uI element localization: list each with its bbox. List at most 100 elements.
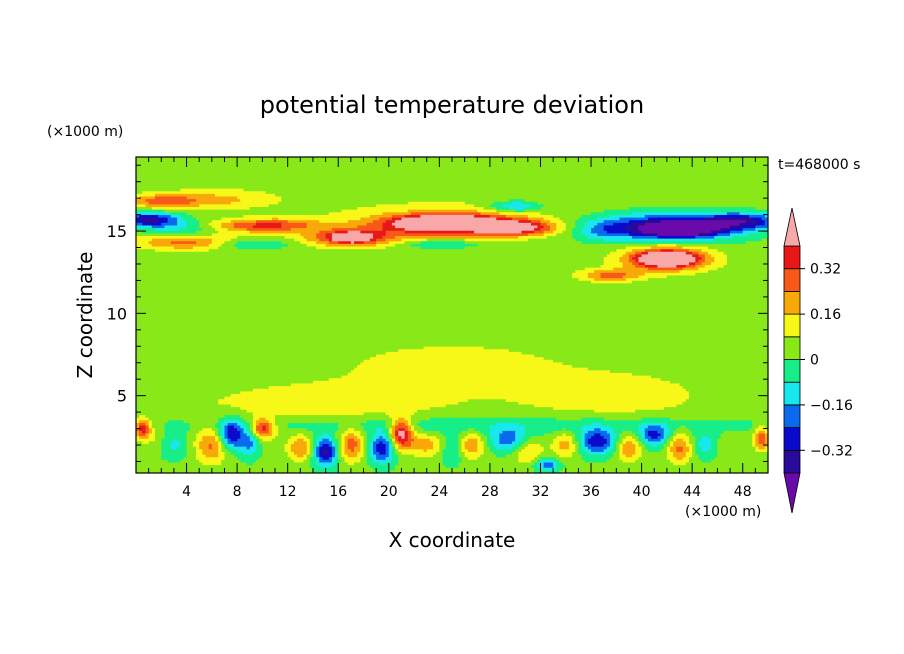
- contour-cell: [186, 451, 197, 456]
- contour-cell: [758, 446, 766, 450]
- contour-cell: [136, 230, 143, 234]
- contour-cell: [215, 430, 219, 435]
- contour-cell: [136, 333, 768, 337]
- contour-cell: [148, 201, 191, 205]
- contour-cell: [183, 217, 197, 221]
- contour-cell: [136, 428, 140, 432]
- contour-cell: [398, 441, 403, 445]
- contour-cell: [379, 441, 384, 445]
- contour-cell: [316, 438, 324, 442]
- contour-cell: [331, 451, 336, 456]
- contour-cell: [385, 425, 393, 429]
- contour-cell: [388, 441, 393, 445]
- contour-cell: [610, 457, 621, 461]
- contour-cell: [388, 436, 393, 440]
- contour-cell: [341, 433, 349, 437]
- contour-cell: [685, 425, 753, 429]
- contour-cell: [344, 438, 349, 442]
- contour-cell: [641, 436, 646, 440]
- contour-cell: [186, 438, 197, 442]
- contour-cell: [496, 207, 510, 211]
- contour-cell: [619, 259, 630, 263]
- contour-cell: [464, 436, 482, 440]
- contour-cell: [603, 225, 627, 229]
- contour-cell: [328, 241, 339, 245]
- contour-cell: [335, 444, 339, 448]
- contour-cell: [312, 444, 317, 448]
- contour-cell: [474, 214, 491, 219]
- contour-cell: [309, 449, 314, 453]
- contour-cell: [265, 425, 270, 429]
- contour-cell: [136, 312, 768, 316]
- contour-cell: [698, 267, 719, 271]
- contour-cell: [622, 264, 636, 269]
- contour-cell: [136, 436, 140, 440]
- contour-cell: [388, 433, 393, 437]
- contour-cell: [136, 430, 140, 435]
- contour-cell: [704, 254, 712, 258]
- contour-cell: [474, 204, 491, 208]
- contour-cell: [252, 422, 257, 427]
- contour-cell: [597, 217, 621, 221]
- contour-cell: [376, 243, 396, 248]
- contour-cell: [151, 420, 169, 424]
- contour-cell: [240, 436, 251, 440]
- contour-cell: [369, 465, 396, 469]
- contour-cell: [230, 438, 238, 442]
- contour-cell: [275, 422, 289, 427]
- contour-cell: [357, 441, 361, 445]
- contour-cell: [139, 214, 159, 219]
- contour-cell: [439, 446, 447, 450]
- contour-cell: [208, 446, 213, 450]
- contour-cell: [755, 438, 760, 442]
- contour-cell: [215, 228, 229, 232]
- contour-cell: [284, 449, 292, 453]
- colorbar-bin: [783, 268, 801, 292]
- contour-cell: [701, 436, 709, 440]
- contour-cell: [328, 449, 333, 453]
- contour-cell: [587, 430, 608, 435]
- contour-cell: [335, 441, 339, 445]
- contour-cell: [354, 241, 365, 245]
- contour-cell: [480, 438, 488, 442]
- contour-cell: [335, 449, 339, 453]
- contour-cell: [164, 436, 188, 440]
- contour-cell: [581, 454, 614, 458]
- contour-cell: [726, 257, 768, 261]
- contour-cell: [676, 428, 690, 432]
- contour-cell: [398, 444, 403, 448]
- contour-cell: [711, 441, 719, 445]
- contour-cell: [638, 428, 646, 432]
- contour-cell: [218, 446, 222, 450]
- contour-cell: [395, 428, 399, 432]
- contour-cell: [591, 228, 605, 232]
- contour-cell: [660, 249, 674, 253]
- contour-cell: [458, 436, 466, 440]
- contour-cell: [584, 225, 595, 229]
- contour-cell: [312, 454, 317, 458]
- contour-cell: [521, 201, 538, 205]
- contour-cell: [562, 428, 567, 432]
- contour-cell: [366, 451, 371, 456]
- contour-cell: [587, 451, 608, 456]
- contour-cell: [136, 278, 579, 282]
- contour-cell: [240, 425, 248, 429]
- contour-cell: [363, 436, 368, 440]
- contour-cell: [575, 444, 579, 448]
- contour-cell: [199, 220, 213, 224]
- contour-cell: [196, 457, 226, 461]
- contour-cell: [224, 428, 229, 432]
- contour-cell: [641, 254, 693, 258]
- contour-cell: [136, 164, 768, 169]
- contour-cell: [227, 438, 232, 442]
- contour-cell: [666, 433, 674, 437]
- contour-cell: [218, 444, 222, 448]
- contour-cell: [638, 441, 643, 445]
- contour-cell: [347, 438, 355, 442]
- contour-cell: [692, 454, 700, 458]
- contour-cell: [142, 222, 162, 227]
- contour-cell: [398, 422, 406, 427]
- contour-cell: [395, 425, 409, 429]
- contour-cell: [388, 241, 406, 245]
- contour-cell: [278, 425, 289, 429]
